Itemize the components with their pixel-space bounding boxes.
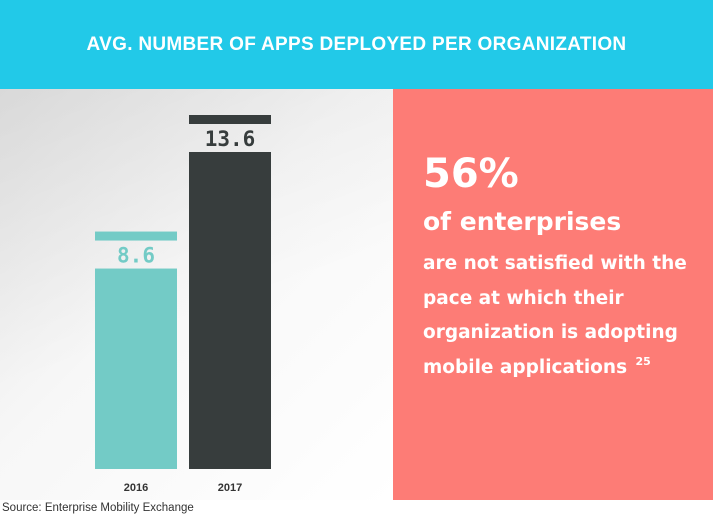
stat-line: organization is adopting xyxy=(423,322,678,343)
page-title: AVG. NUMBER OF APPS DEPLOYED PER ORGANIZ… xyxy=(86,33,627,55)
x-tick-label: 2016 xyxy=(124,482,148,494)
header-banner: AVG. NUMBER OF APPS DEPLOYED PER ORGANIZ… xyxy=(0,0,713,89)
bar-2016 xyxy=(95,268,177,469)
stat-description: are not satisfied with the pace at which… xyxy=(423,247,703,385)
stat-line: pace at which their xyxy=(423,287,624,309)
x-tick-label: 2017 xyxy=(218,482,242,494)
stat-subject: of enterprises xyxy=(423,207,622,236)
stat-line: are not satisfied with the xyxy=(423,253,687,274)
stat-line: mobile applications 25 xyxy=(423,351,703,386)
source-note: Source: Enterprise Mobility Exchange xyxy=(2,502,194,514)
data-label: 8.6 xyxy=(117,244,155,268)
bar-cap-2016 xyxy=(95,231,177,241)
bar-chart: 8.6 2016 13.6 2017 xyxy=(95,115,271,494)
stat-percentage: 56% xyxy=(423,151,519,197)
footnote-ref: 25 xyxy=(635,355,651,369)
chart-panel: 8.6 2016 13.6 2017 xyxy=(0,89,393,500)
data-label: 13.6 xyxy=(205,127,256,151)
stat-panel: 56% of enterprises are not satisfied wit… xyxy=(393,89,713,500)
bar-2017 xyxy=(189,152,271,469)
bar-cap-2017 xyxy=(189,115,271,124)
stat-line-text: mobile applications xyxy=(423,356,628,378)
